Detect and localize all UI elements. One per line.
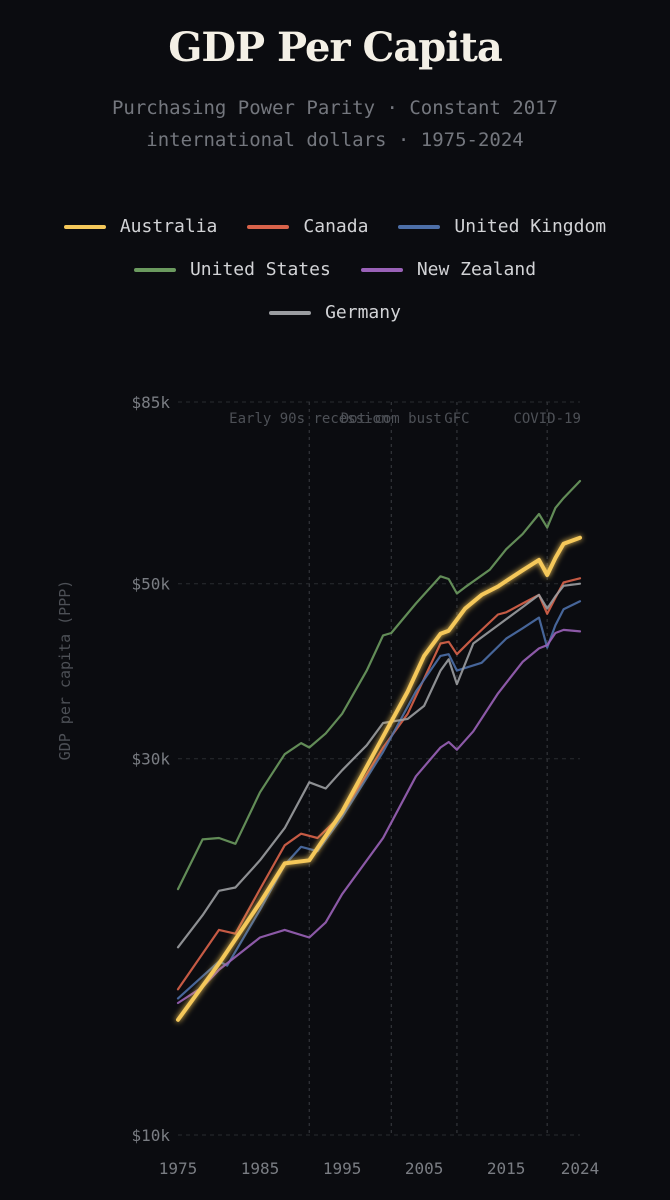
annotation-label: Dot-com bust: [341, 411, 442, 427]
annotation-label: COVID-19: [513, 411, 580, 427]
series-line-united-states: [176, 479, 582, 891]
legend-label: United States: [189, 259, 331, 280]
y-tick-label: $50k: [131, 575, 170, 594]
subtitle-line-1: Purchasing Power Parity · Constant 2017: [111, 97, 559, 119]
legend-item-canada[interactable]: Canada: [247, 215, 368, 238]
y-tick-label: $30k: [131, 750, 170, 769]
subtitle-line-2: international dollars · 1975-2024: [146, 129, 524, 151]
x-tick-label: 2005: [405, 1159, 444, 1178]
legend-swatch: [398, 224, 441, 229]
annotation-label: Early 90s recession: [229, 411, 389, 427]
legend-swatch: [360, 267, 403, 272]
series-line-germany: [176, 582, 582, 949]
x-tick-label: 1995: [323, 1159, 362, 1178]
series-line-united-kingdom: [176, 600, 582, 1000]
legend-label: Canada: [303, 216, 369, 237]
y-tick-label: $10k: [131, 1126, 170, 1145]
legend-item-united-kingdom[interactable]: United Kingdom: [398, 215, 606, 238]
legend: Australia Canada United Kingdom United S…: [40, 215, 630, 324]
x-tick-label: 1985: [241, 1159, 280, 1178]
series-line-australia: [176, 535, 582, 1022]
legend-swatch: [63, 224, 106, 229]
x-tick-label: 2015: [487, 1159, 526, 1178]
legend-item-australia[interactable]: Australia: [63, 215, 218, 238]
annotation-label: GFC: [444, 411, 469, 427]
legend-label: Australia: [119, 216, 218, 237]
legend-swatch: [269, 310, 312, 315]
chart-title: GDP Per Capita: [168, 24, 503, 71]
y-axis-label: GDP per capita (PPP): [56, 580, 74, 761]
series-line-new-zealand: [176, 628, 582, 1005]
legend-item-germany[interactable]: Germany: [269, 301, 401, 324]
chart-subtitle: Purchasing Power Parity · Constant 2017 …: [0, 92, 670, 156]
legend-item-new-zealand[interactable]: New Zealand: [360, 258, 537, 281]
legend-label: United Kingdom: [454, 216, 607, 237]
series-line-canada: [176, 577, 582, 991]
legend-label: New Zealand: [416, 259, 537, 280]
y-tick-label: $85k: [131, 393, 170, 412]
legend-swatch: [247, 224, 290, 229]
x-tick-label: 2024: [561, 1159, 600, 1178]
legend-swatch: [133, 267, 176, 272]
legend-item-united-states[interactable]: United States: [133, 258, 331, 281]
legend-label: Germany: [325, 302, 401, 323]
x-tick-label: 1975: [159, 1159, 198, 1178]
